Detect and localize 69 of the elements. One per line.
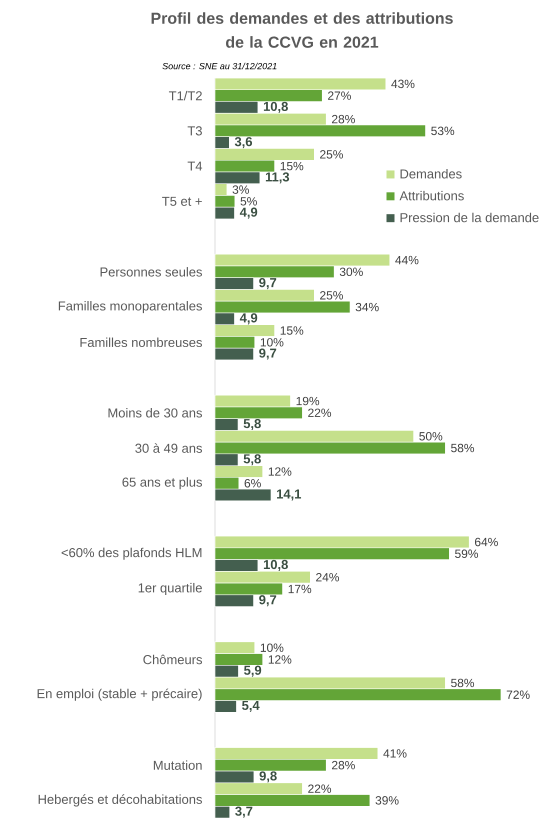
data-label: 14,1 bbox=[277, 490, 302, 500]
data-label: 30% bbox=[340, 268, 363, 276]
data-label: 43% bbox=[391, 80, 414, 88]
y-tick-label: Chômeurs bbox=[143, 654, 202, 664]
data-label: 25% bbox=[320, 150, 343, 159]
data-label: 4,9 bbox=[240, 313, 258, 324]
y-tick-label: Familles monoparentales bbox=[58, 301, 202, 314]
data-label: 5,4 bbox=[242, 700, 260, 712]
chart-title: Profil des demandes et des attributions de la CCVG en 2021 bbox=[152, 12, 453, 48]
data-label: 39% bbox=[376, 796, 399, 805]
y-tick-label: Moins de 30 ans bbox=[108, 408, 202, 418]
data-label: 22% bbox=[308, 408, 332, 417]
data-label: 5,9 bbox=[244, 666, 262, 677]
data-label: 59% bbox=[455, 550, 478, 558]
y-tick-label: T3 bbox=[188, 126, 202, 136]
data-label: 72% bbox=[506, 690, 530, 699]
y-tick-label: <60% des plafonds HLM bbox=[62, 548, 202, 560]
data-label: 3,7 bbox=[235, 806, 252, 818]
y-tick-label: T5 et + bbox=[162, 196, 202, 206]
data-label: 24% bbox=[316, 573, 340, 582]
data-label: 53% bbox=[431, 126, 454, 136]
data-label: 28% bbox=[332, 760, 355, 770]
legend-label: Attributions bbox=[400, 190, 464, 200]
data-label: 9,7 bbox=[259, 278, 276, 290]
data-label: 9,8 bbox=[260, 771, 277, 782]
y-tick-label: 1er quartile bbox=[138, 582, 202, 596]
data-label: 17% bbox=[288, 584, 312, 594]
y-tick-label: Familles nombreuses bbox=[80, 338, 202, 348]
data-label: 58% bbox=[451, 444, 474, 452]
data-label: 44% bbox=[395, 256, 418, 264]
source-note: Source : SNE au 31/12/2021 bbox=[162, 62, 276, 70]
data-label: 12% bbox=[268, 467, 292, 476]
data-label: 64% bbox=[475, 538, 498, 546]
data-label: 9,7 bbox=[259, 595, 276, 606]
data-label: 58% bbox=[451, 678, 474, 688]
y-tick-label: Personnes seules bbox=[100, 267, 202, 277]
y-tick-label: 30 à 49 ans bbox=[135, 443, 202, 453]
data-label: 3,6 bbox=[234, 137, 252, 148]
data-label: 5,8 bbox=[244, 418, 261, 430]
y-tick-label: T4 bbox=[188, 162, 202, 171]
data-label: 12% bbox=[268, 655, 292, 664]
legend-label: Demandes bbox=[400, 168, 462, 179]
data-label: 27% bbox=[328, 91, 351, 100]
y-tick-label: Mutation bbox=[154, 760, 202, 770]
data-label: 22% bbox=[308, 784, 332, 793]
data-label: 10,8 bbox=[264, 102, 288, 113]
data-label: 11,3 bbox=[266, 172, 290, 184]
data-label: 6% bbox=[244, 479, 261, 488]
y-tick-label: En emploi (stable + précaire) bbox=[38, 688, 202, 701]
data-label: 4,9 bbox=[240, 208, 258, 219]
data-label: 5,8 bbox=[244, 454, 261, 466]
data-label: 10% bbox=[260, 338, 284, 347]
data-label: 19% bbox=[296, 396, 320, 406]
data-label: 41% bbox=[383, 749, 407, 758]
data-label: 10% bbox=[260, 643, 284, 652]
legend-label: Pression de la demande bbox=[400, 212, 539, 222]
data-label: 15% bbox=[280, 162, 304, 170]
data-label: 28% bbox=[332, 114, 355, 124]
data-label: 5% bbox=[240, 197, 257, 206]
data-label: 15% bbox=[280, 326, 304, 335]
data-label: 50% bbox=[419, 432, 442, 441]
data-label: 25% bbox=[320, 291, 343, 300]
y-tick-label: 65 ans et plus bbox=[122, 477, 202, 490]
data-label: 10,8 bbox=[264, 560, 288, 571]
data-label: 9,7 bbox=[259, 348, 276, 360]
data-label: 3% bbox=[232, 185, 249, 194]
y-tick-label: T1/T2 bbox=[168, 90, 202, 100]
data-label: 34% bbox=[356, 302, 379, 312]
y-tick-label: Hebergés et décohabitations bbox=[38, 794, 202, 807]
